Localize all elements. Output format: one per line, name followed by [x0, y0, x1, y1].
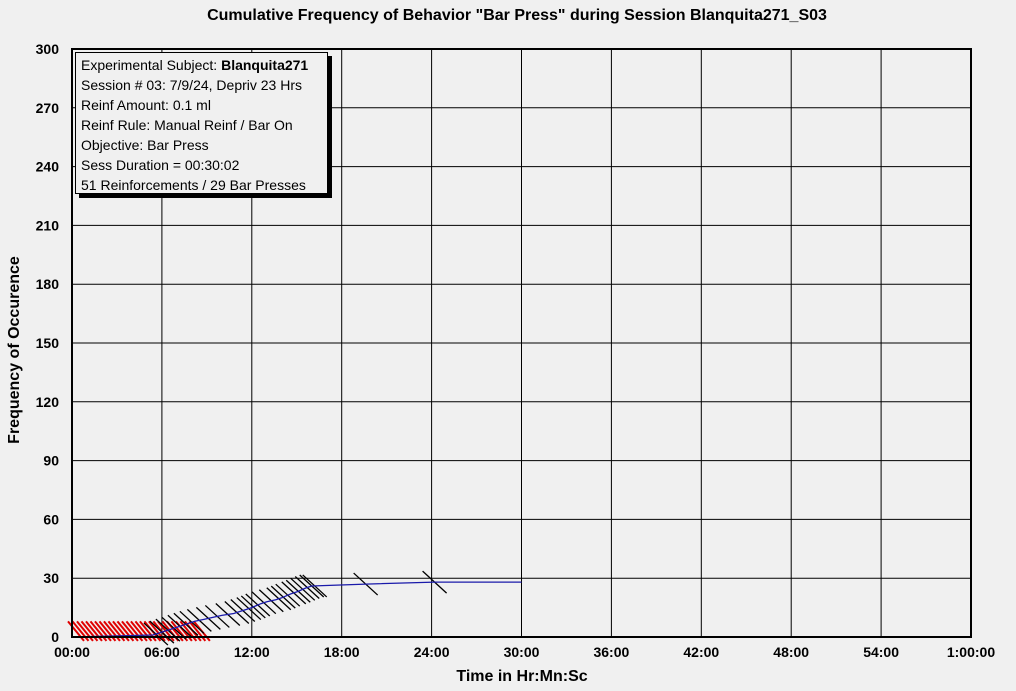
info-subject: Experimental Subject: Blanquita271 [81, 55, 327, 75]
info-reinf-amount: Reinf Amount: 0.1 ml [81, 97, 211, 113]
y-tick-label: 150 [36, 335, 60, 351]
chart-title: Cumulative Frequency of Behavior "Bar Pr… [207, 7, 827, 24]
cumulative-series-line [71, 581, 522, 638]
info-duration: Sess Duration = 00:30:02 [81, 157, 240, 173]
x-tick-label: 42:00 [683, 644, 719, 660]
grid [72, 49, 971, 637]
x-tick-label: 48:00 [773, 644, 809, 660]
x-tick-label: 06:00 [144, 644, 180, 660]
y-tick-label: 90 [43, 453, 59, 469]
info-subject-label: Experimental Subject: [81, 57, 222, 73]
x-tick-label: 1:00:00 [947, 644, 995, 660]
y-axis-title: Frequency of Occurence [6, 256, 23, 444]
x-tick-label: 12:00 [234, 644, 270, 660]
y-tick-label: 210 [36, 217, 60, 233]
y-tick-label: 180 [36, 276, 60, 292]
x-tick-label: 00:00 [54, 644, 90, 660]
y-tick-label: 60 [43, 511, 59, 527]
tick-labels: 00:00 06:00 12:00 18:00 24:00 30:00 36:00 42:00… [36, 41, 996, 660]
x-tick-label: 18:00 [324, 644, 360, 660]
info-subject-name: Blanquita271 [221, 57, 309, 73]
x-tick-label: 24:00 [414, 644, 450, 660]
info-session: Session # 03: 7/9/24, Depriv 23 Hrs [81, 77, 303, 93]
x-axis-title: Time in Hr:Mn:Sc [456, 668, 587, 685]
y-tick-label: 0 [51, 629, 59, 645]
session-info-box: Experimental Subject: Blanquita271 Sessi… [75, 52, 328, 194]
y-tick-label: 30 [43, 570, 59, 586]
x-tick-label: 54:00 [863, 644, 899, 660]
event-marks [67, 570, 448, 646]
y-tick-label: 240 [36, 159, 60, 175]
plot-border [71, 48, 972, 638]
info-totals: 51 Reinforcements / 29 Bar Presses [81, 177, 306, 193]
x-tick-label: 36:00 [593, 644, 629, 660]
series-layer [71, 581, 522, 638]
info-objective: Objective: Bar Press [81, 137, 209, 153]
x-tick-label: 30:00 [504, 644, 540, 660]
y-tick-label: 300 [36, 41, 60, 57]
info-reinf-rule: Reinf Rule: Manual Reinf / Bar On [81, 117, 293, 133]
y-tick-label: 270 [36, 100, 60, 116]
y-tick-label: 120 [36, 394, 60, 410]
